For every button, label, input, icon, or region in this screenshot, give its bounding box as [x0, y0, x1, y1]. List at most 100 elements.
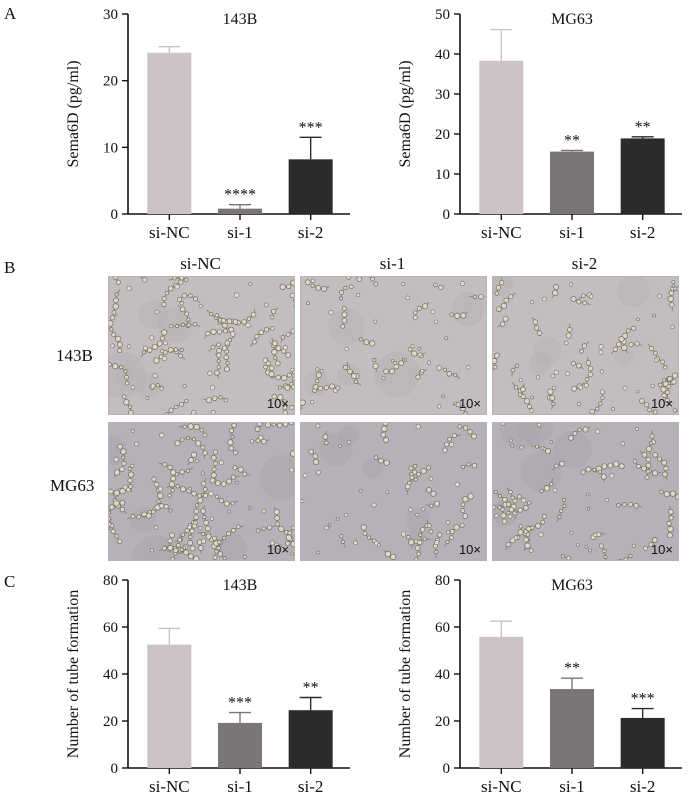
cell: [559, 460, 565, 467]
cell: [416, 471, 421, 477]
cell: [232, 319, 239, 325]
cell: [170, 556, 175, 560]
y-tick-label: 60: [103, 620, 118, 636]
cell: [277, 394, 284, 401]
cell: [113, 457, 119, 463]
background-blotch: [131, 535, 180, 560]
cell: [412, 310, 418, 315]
significance-label: ***: [228, 695, 252, 712]
cell: [346, 440, 352, 445]
cell: [549, 394, 556, 401]
cell: [671, 284, 676, 288]
cell: [161, 329, 168, 336]
cell: [665, 389, 670, 395]
cell: [660, 359, 665, 365]
cell: [494, 513, 499, 518]
cell: [347, 368, 353, 375]
cell: [211, 466, 217, 472]
cell: [136, 514, 142, 520]
cell: [231, 423, 237, 428]
cell: [577, 427, 582, 432]
significance-label: **: [635, 119, 651, 136]
cell: [176, 542, 181, 548]
cell: [510, 443, 515, 448]
cell: [167, 285, 174, 292]
cell: [552, 289, 559, 297]
bar-si-1: [550, 689, 594, 768]
cell: [644, 475, 650, 480]
cell: [569, 530, 574, 535]
cell: [420, 354, 424, 359]
cell: [109, 320, 114, 327]
cell: [657, 382, 663, 388]
cell: [117, 538, 123, 544]
cell: [210, 328, 217, 335]
y-tick-label: 20: [435, 714, 450, 730]
background-blotch: [259, 455, 294, 501]
cell: [209, 384, 216, 391]
cell: [316, 550, 321, 555]
cell: [145, 396, 150, 401]
magnification-label: 10×: [650, 396, 673, 411]
cell: [211, 395, 218, 402]
cell: [613, 460, 620, 468]
cell: [168, 323, 174, 329]
cell: [442, 447, 448, 453]
cell: [447, 436, 452, 442]
x-tick-label: si-1: [227, 777, 253, 796]
cell: [348, 284, 354, 290]
cell: [400, 531, 407, 537]
cell: [472, 294, 477, 299]
cell: [353, 379, 359, 384]
cell: [187, 540, 193, 546]
cell: [536, 423, 542, 428]
cell: [595, 428, 601, 434]
cell: [119, 499, 126, 506]
cell: [526, 526, 532, 532]
cell: [223, 328, 228, 334]
cell: [225, 531, 231, 537]
cell: [182, 424, 187, 429]
cell: [449, 442, 454, 447]
cell: [634, 341, 640, 347]
cell: [434, 500, 440, 507]
cell: [358, 488, 363, 493]
bar-si-1: [218, 208, 262, 214]
cell: [127, 404, 133, 409]
cell: [508, 438, 513, 443]
cell: [301, 499, 305, 504]
cell: [618, 463, 625, 470]
bar-si-2: [288, 710, 333, 768]
cell: [190, 451, 198, 458]
cell: [343, 364, 349, 370]
cell: [180, 486, 186, 493]
cell: [189, 545, 196, 552]
cell: [109, 515, 111, 522]
cell: [203, 519, 209, 526]
cell: [540, 519, 546, 525]
cell: [493, 505, 497, 510]
cell: [622, 502, 627, 507]
cell: [187, 524, 192, 530]
cell: [264, 423, 271, 428]
y-tick-label: 80: [103, 573, 118, 589]
cell: [633, 503, 639, 509]
cell: [317, 385, 323, 391]
micrograph-143b-si-2: 10×: [492, 276, 679, 415]
cell: [649, 441, 653, 446]
cell: [459, 405, 466, 412]
cell: [453, 524, 460, 531]
cell: [583, 382, 589, 388]
cell: [315, 423, 321, 429]
cell: [566, 555, 572, 560]
magnification-label: 10×: [458, 542, 481, 557]
cell: [420, 468, 427, 475]
cell: [462, 496, 469, 503]
x-tick-label: si-2: [630, 777, 656, 796]
cell: [188, 486, 192, 491]
cell: [585, 466, 592, 473]
cell: [161, 301, 167, 308]
cell: [631, 543, 636, 548]
cell: [381, 425, 388, 432]
cell: [223, 398, 228, 403]
